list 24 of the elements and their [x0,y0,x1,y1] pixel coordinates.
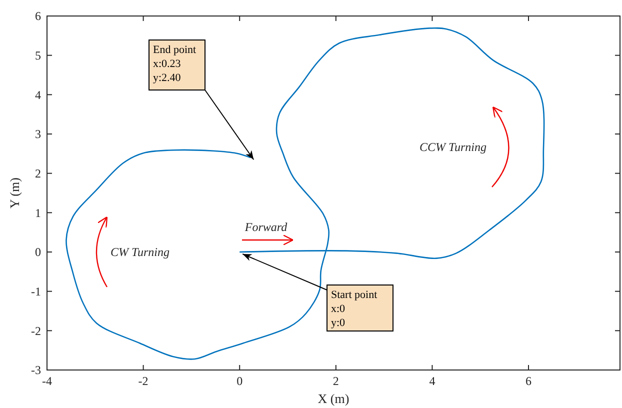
annotation: CCW Turning [419,140,487,154]
y-tick-label: 0 [35,245,41,260]
annotation: End point x:0.23 y:2.40 [153,44,196,84]
x-tick-label: -4 [42,374,52,388]
y-tick-label: 4 [35,88,41,102]
y-tick-label: 2 [35,166,41,181]
y-tick-label: 3 [35,127,41,142]
y-tick-label: -3 [31,363,41,378]
line-series [66,28,545,360]
x-tick-label: 0 [236,374,243,388]
y-tick-label: 6 [35,9,41,24]
x-tick-label: 2 [332,374,339,388]
y-tick-label: -2 [31,324,41,338]
y-tick-label: -1 [31,284,41,299]
annotation: Forward [244,220,288,234]
y-axis-title: Y (m) [7,178,22,208]
annotation: Start point x:0 y:0 [331,289,378,329]
x-tick-label: 4 [429,374,436,388]
annotation: CW Turning [110,245,170,259]
y-tick-label: 5 [35,48,41,63]
x-tick-label: 6 [526,374,532,388]
y-tick-label: 1 [35,206,41,220]
x-tick-label: -2 [138,374,148,388]
x-axis-title: X (m) [318,391,350,406]
